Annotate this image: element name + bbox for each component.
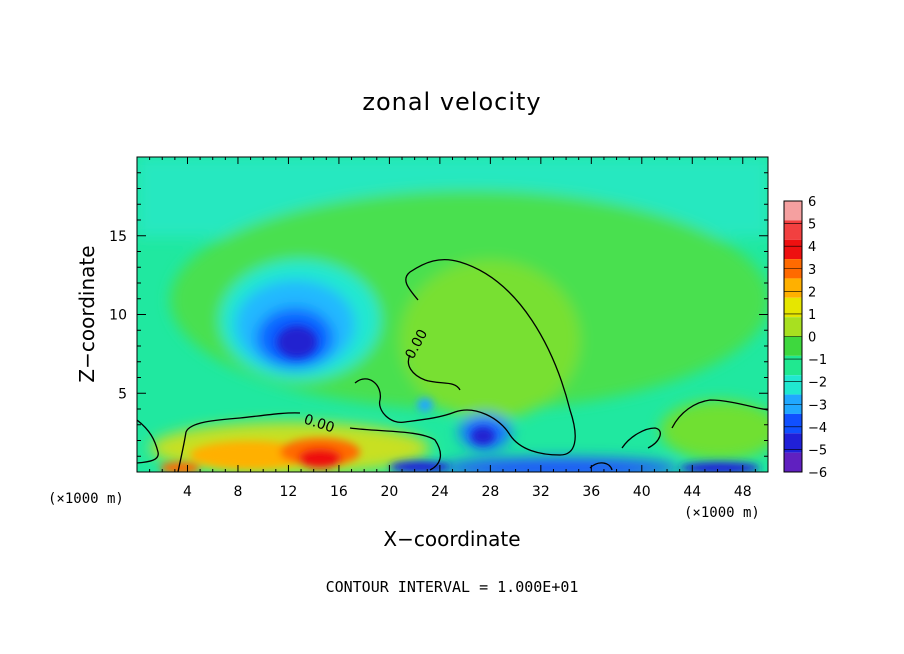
colorbar-label: −6 <box>808 466 827 481</box>
colorbar: 6 5 4 3 2 1 0 −1 −2 −3 −4 −5 −6 <box>783 195 827 481</box>
x-tick-label: 32 <box>532 484 550 500</box>
contour-left <box>137 419 159 464</box>
x-tick-label: 48 <box>734 484 752 500</box>
field-pos-orange <box>190 441 310 469</box>
colorbar-swatch <box>784 375 802 395</box>
colorbar-label: −3 <box>808 398 827 413</box>
colorbar-label: 6 <box>808 195 816 210</box>
x-tick-label: 24 <box>431 484 449 500</box>
x-tick-label: 40 <box>633 484 651 500</box>
colorbar-swatch <box>784 201 802 221</box>
y-tick-label: 15 <box>109 229 127 245</box>
colorbar-swatch <box>784 317 802 337</box>
x-tick-label: 16 <box>330 484 348 500</box>
contour-main-b <box>407 354 461 391</box>
field-neg-core <box>277 326 317 358</box>
field-neg-spot <box>417 398 433 412</box>
colorbar-swatch <box>784 355 802 376</box>
colorbar-swatch <box>784 336 802 356</box>
x-tick-label: 28 <box>481 484 499 500</box>
colorbar-label: 2 <box>808 285 816 300</box>
colorbar-label: 0 <box>808 331 816 346</box>
x-unit-label-left: (×1000 m) <box>48 491 124 507</box>
colorbar-label: −1 <box>808 353 827 368</box>
contour-interval-note: CONTOUR INTERVAL = 1.000E+01 <box>325 578 579 596</box>
x-tick-label: 20 <box>380 484 398 500</box>
colorbar-swatch <box>784 220 802 240</box>
contour-right-b <box>671 399 768 429</box>
colorbar-label: 4 <box>808 240 816 255</box>
colorbar-label: 1 <box>808 308 816 323</box>
colorbar-label: −4 <box>808 421 827 436</box>
y-tick-label: 5 <box>118 386 127 402</box>
y-tick-label: 10 <box>109 308 127 324</box>
x-axis-title: X−coordinate <box>383 527 520 551</box>
y-axis-title: Z−coordinate <box>75 245 99 382</box>
colorbar-label: 5 <box>808 218 816 233</box>
colorbar-swatch <box>784 278 802 298</box>
colorbar-swatch <box>784 452 802 472</box>
contour-main <box>354 258 576 456</box>
contour-surface-a <box>177 412 442 472</box>
x-tick-label: 44 <box>683 484 701 500</box>
field-right-positive <box>660 400 768 460</box>
field-pos-left <box>160 462 200 472</box>
x-tick-label: 36 <box>582 484 600 500</box>
colorbar-swatch <box>784 433 802 453</box>
field-surface-negative <box>440 458 680 472</box>
colorbar-label: 3 <box>808 263 816 278</box>
field-neg-surface-right <box>680 462 760 472</box>
field-plume <box>400 260 580 420</box>
colorbar-swatch <box>784 297 802 318</box>
velocity-field <box>137 157 768 472</box>
x-unit-label-right: (×1000 m) <box>684 505 760 521</box>
colorbar-swatch <box>784 413 802 434</box>
chart-title: zonal velocity <box>362 88 542 116</box>
x-tick-label: 8 <box>233 484 242 500</box>
colorbar-swatch <box>784 239 802 260</box>
colorbar-label: −5 <box>808 443 827 458</box>
field-neg-surface-left <box>390 461 450 472</box>
field-neg-lobe-core <box>471 427 495 445</box>
zero-contours <box>137 258 768 472</box>
x-tick-label: 12 <box>280 484 298 500</box>
contour-right-a <box>621 427 661 449</box>
field-pos-red <box>298 448 342 468</box>
contour-small <box>589 462 613 471</box>
x-tick-label: 4 <box>183 484 192 500</box>
colorbar-label: −2 <box>808 376 827 391</box>
